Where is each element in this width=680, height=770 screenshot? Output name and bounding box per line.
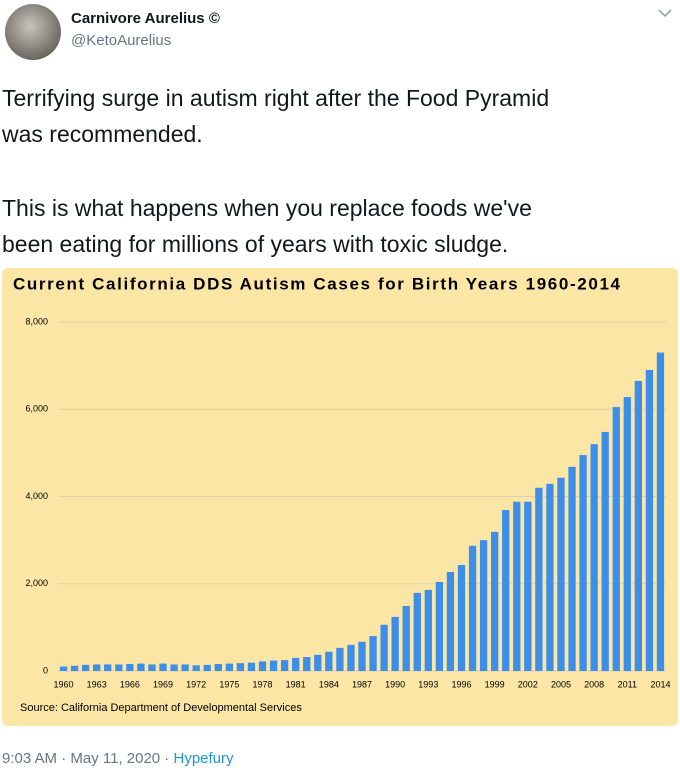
chart[interactable]: Current California DDS Autism Cases for … — [2, 268, 678, 726]
bar — [491, 531, 499, 671]
bar — [159, 663, 167, 671]
y-tick-label: 2,000 — [25, 578, 48, 588]
bar — [214, 664, 222, 671]
bar — [524, 501, 532, 671]
bar — [402, 605, 410, 671]
x-tick-label: 1969 — [153, 679, 173, 689]
bar — [413, 592, 421, 671]
bar — [347, 644, 355, 671]
bar — [601, 431, 609, 671]
bar — [557, 477, 565, 671]
bar — [513, 501, 521, 671]
bar — [269, 660, 278, 671]
bar — [535, 487, 543, 671]
x-tick-label: 1993 — [418, 679, 438, 689]
bar — [104, 664, 112, 671]
bar — [435, 582, 444, 671]
bar — [424, 589, 432, 671]
bar — [468, 545, 477, 671]
x-tick-label: 1972 — [186, 679, 206, 689]
bar — [93, 664, 101, 671]
bar — [546, 483, 554, 671]
bar — [391, 616, 399, 671]
author-name[interactable]: Carnivore Aurelius © — [71, 10, 220, 27]
bar — [479, 540, 488, 671]
bar — [579, 455, 587, 671]
bar — [612, 407, 620, 671]
bar — [81, 664, 90, 671]
bar — [115, 664, 123, 671]
menu-chevron[interactable] — [658, 8, 672, 18]
bar — [634, 380, 643, 671]
x-tick-label: 2008 — [584, 679, 604, 689]
bar — [70, 665, 79, 671]
tweet-footer: 9:03 AM · May 11, 2020 · Hypefury — [2, 750, 234, 767]
bar — [568, 466, 576, 671]
tweet-line: This is what happens when you replace fo… — [2, 195, 532, 221]
via-app[interactable]: Hypefury — [173, 750, 234, 767]
bar — [656, 352, 665, 671]
bar — [502, 510, 510, 671]
bar — [203, 664, 211, 671]
y-tick-label: 4,000 — [25, 491, 48, 501]
x-tick-label: 1984 — [319, 679, 339, 689]
bar — [645, 369, 654, 671]
bar — [369, 636, 377, 671]
bar — [292, 657, 300, 671]
x-tick-label: 1963 — [87, 679, 107, 689]
x-tick-label: 2014 — [650, 679, 670, 689]
tweet-paragraph: Terrifying surge in autism right after t… — [2, 80, 549, 152]
tweet-line: Terrifying surge in autism right after t… — [2, 85, 550, 111]
x-tick-label: 2011 — [618, 679, 637, 689]
bar — [258, 661, 267, 671]
bar — [325, 651, 333, 671]
chart-source: Source: California Department of Develop… — [20, 702, 302, 714]
bar — [59, 666, 68, 671]
bar — [380, 624, 388, 671]
x-tick-label: 1978 — [252, 679, 272, 689]
x-tick-label: 1987 — [352, 679, 372, 689]
bar — [126, 664, 134, 671]
author-handle[interactable]: @KetoAurelius — [71, 32, 172, 49]
bar — [137, 663, 145, 671]
bar — [148, 664, 156, 671]
bar — [192, 665, 200, 671]
x-tick-label: 1990 — [385, 679, 405, 689]
bar — [336, 647, 344, 671]
x-tick-label: 1999 — [485, 679, 505, 689]
x-tick-label: 1960 — [54, 679, 74, 689]
x-tick-label: 1996 — [451, 679, 471, 689]
bar — [623, 397, 631, 671]
avatar[interactable] — [5, 4, 61, 60]
x-tick-label: 1981 — [286, 679, 306, 689]
tweet-line: been eating for millions of years with t… — [2, 231, 509, 257]
y-tick-label: 8,000 — [25, 316, 48, 326]
x-tick-label: 1975 — [219, 679, 239, 689]
bar — [170, 664, 178, 671]
x-tick-label: 2002 — [518, 679, 538, 689]
bar — [236, 663, 245, 671]
bar — [590, 444, 598, 671]
timestamp[interactable]: 9:03 AM · May 11, 2020 · — [2, 750, 170, 767]
y-tick-label: 0 — [43, 665, 48, 675]
bar — [303, 657, 311, 671]
y-tick-label: 6,000 — [25, 404, 48, 414]
x-tick-label: 1966 — [120, 679, 140, 689]
chart-title: Current California DDS Autism Cases for … — [13, 274, 621, 293]
x-tick-label: 2005 — [551, 679, 571, 689]
bar — [225, 663, 233, 671]
bar — [181, 664, 189, 671]
bar — [280, 660, 289, 671]
tweet-line: was recommended. — [2, 121, 203, 147]
bar — [247, 662, 256, 671]
bar — [358, 641, 366, 671]
bar — [314, 654, 322, 671]
bar — [457, 564, 466, 671]
bar — [446, 571, 455, 671]
tweet-paragraph: This is what happens when you replace fo… — [2, 190, 532, 262]
